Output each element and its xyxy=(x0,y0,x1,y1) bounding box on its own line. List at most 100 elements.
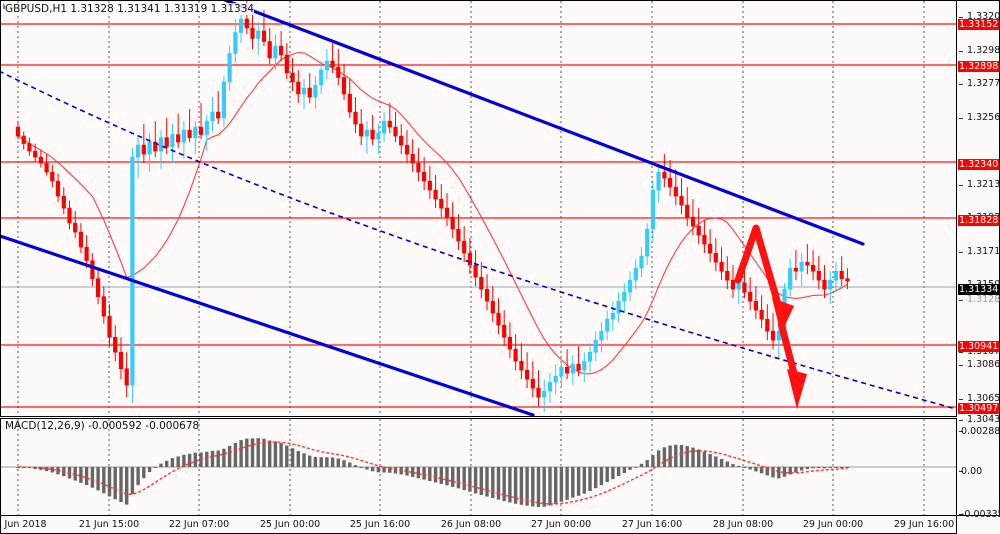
candle[interactable] xyxy=(633,259,638,290)
current-price-badge[interactable]: 1.31334 xyxy=(958,284,1000,295)
candle[interactable] xyxy=(204,115,209,152)
candle[interactable] xyxy=(347,79,352,119)
candle[interactable] xyxy=(296,70,301,104)
candle[interactable] xyxy=(513,334,518,371)
time-axis[interactable]: 20 Jun 2018 21 Jun 15:00 22 Jun 07:00 25 Ju… xyxy=(0,516,957,534)
candle[interactable] xyxy=(187,109,192,143)
price-level-badge[interactable]: 1.32898 xyxy=(958,61,1000,72)
candle[interactable] xyxy=(696,208,701,245)
candle[interactable] xyxy=(404,130,410,164)
price-level-badge[interactable]: 1.31828 xyxy=(958,215,1000,226)
candle[interactable] xyxy=(84,235,89,269)
candle[interactable] xyxy=(502,310,507,347)
candle[interactable] xyxy=(570,355,575,386)
candle[interactable] xyxy=(587,343,593,374)
candle[interactable] xyxy=(113,325,118,362)
candle[interactable] xyxy=(96,268,101,305)
candle[interactable] xyxy=(456,214,461,251)
candle[interactable] xyxy=(530,361,535,398)
candle[interactable] xyxy=(542,379,547,413)
candle[interactable] xyxy=(662,154,667,188)
candle[interactable] xyxy=(147,133,152,173)
candle[interactable] xyxy=(519,343,524,380)
candle[interactable] xyxy=(307,73,312,104)
candle[interactable] xyxy=(799,253,804,287)
candle[interactable] xyxy=(158,130,164,170)
price-chart-pane[interactable]: GBPUSD,H1 1.31328 1.31341 1.31319 1.3133… xyxy=(0,0,957,417)
candle[interactable] xyxy=(301,79,307,110)
candle[interactable] xyxy=(650,181,655,242)
candle[interactable] xyxy=(490,286,495,323)
candle[interactable] xyxy=(610,301,615,332)
candle[interactable] xyxy=(353,97,358,134)
candle[interactable] xyxy=(719,247,724,281)
candle[interactable] xyxy=(38,149,43,168)
candle[interactable] xyxy=(141,124,146,164)
candle[interactable] xyxy=(450,202,455,239)
candle[interactable] xyxy=(725,256,730,290)
candle[interactable] xyxy=(462,226,467,263)
candle[interactable] xyxy=(324,49,330,80)
candle[interactable] xyxy=(547,373,553,404)
candle[interactable] xyxy=(765,304,770,341)
price-level-badge[interactable]: 1.32340 xyxy=(958,159,1000,170)
candle[interactable] xyxy=(770,313,776,350)
candle[interactable] xyxy=(673,169,678,206)
candle[interactable] xyxy=(707,229,713,263)
candle[interactable] xyxy=(433,175,438,209)
candle[interactable] xyxy=(290,58,295,92)
candle[interactable] xyxy=(278,31,284,62)
candle[interactable] xyxy=(645,223,650,266)
candle[interactable] xyxy=(330,43,335,74)
candle[interactable] xyxy=(164,118,169,155)
candle[interactable] xyxy=(622,283,627,314)
macd-signal-line[interactable] xyxy=(17,441,848,505)
price-axis[interactable]: 1.332001.33152 1.32985 1.32898 1.32775 1.325… xyxy=(957,0,1000,520)
candle[interactable] xyxy=(136,136,141,179)
candle[interactable] xyxy=(559,358,564,389)
candle[interactable] xyxy=(616,292,621,323)
candle[interactable] xyxy=(479,262,484,299)
candle[interactable] xyxy=(267,28,272,65)
candle[interactable] xyxy=(507,322,513,359)
candle[interactable] xyxy=(421,157,427,191)
candle[interactable] xyxy=(124,352,129,398)
candle[interactable] xyxy=(496,298,501,335)
candle[interactable] xyxy=(748,277,753,311)
candle[interactable] xyxy=(216,91,221,125)
candle[interactable] xyxy=(427,166,432,200)
candle[interactable] xyxy=(61,187,66,215)
candle[interactable] xyxy=(33,143,38,162)
candle[interactable] xyxy=(473,250,478,287)
candle[interactable] xyxy=(393,112,398,143)
candle[interactable] xyxy=(833,262,839,293)
candle[interactable] xyxy=(376,124,381,155)
candle[interactable] xyxy=(702,220,707,254)
candle[interactable] xyxy=(685,187,690,227)
candle[interactable] xyxy=(656,163,661,203)
candle[interactable] xyxy=(822,265,827,299)
candle[interactable] xyxy=(210,97,215,132)
candle[interactable] xyxy=(828,271,833,305)
candle[interactable] xyxy=(730,265,736,299)
candle[interactable] xyxy=(845,268,850,290)
candle[interactable] xyxy=(553,364,558,395)
candle[interactable] xyxy=(221,76,227,128)
candle[interactable] xyxy=(55,173,61,203)
candle[interactable] xyxy=(381,112,387,143)
candle[interactable] xyxy=(313,76,318,110)
candle[interactable] xyxy=(839,256,844,287)
price-level-badge[interactable]: 1.30941 xyxy=(958,341,1000,352)
macd-indicator-pane[interactable]: MACD(12,26,9) -0.000592 -0.000678 xyxy=(0,418,957,516)
candle[interactable] xyxy=(713,238,718,272)
candle[interactable] xyxy=(627,271,633,302)
candle[interactable] xyxy=(73,211,78,239)
candle[interactable] xyxy=(233,19,238,63)
candle[interactable] xyxy=(467,238,473,275)
candle[interactable] xyxy=(805,244,810,275)
candle[interactable] xyxy=(399,124,404,155)
candle[interactable] xyxy=(679,178,684,215)
candle[interactable] xyxy=(273,34,278,71)
channel-upper-line[interactable] xyxy=(196,1,865,246)
candle[interactable] xyxy=(198,103,204,140)
